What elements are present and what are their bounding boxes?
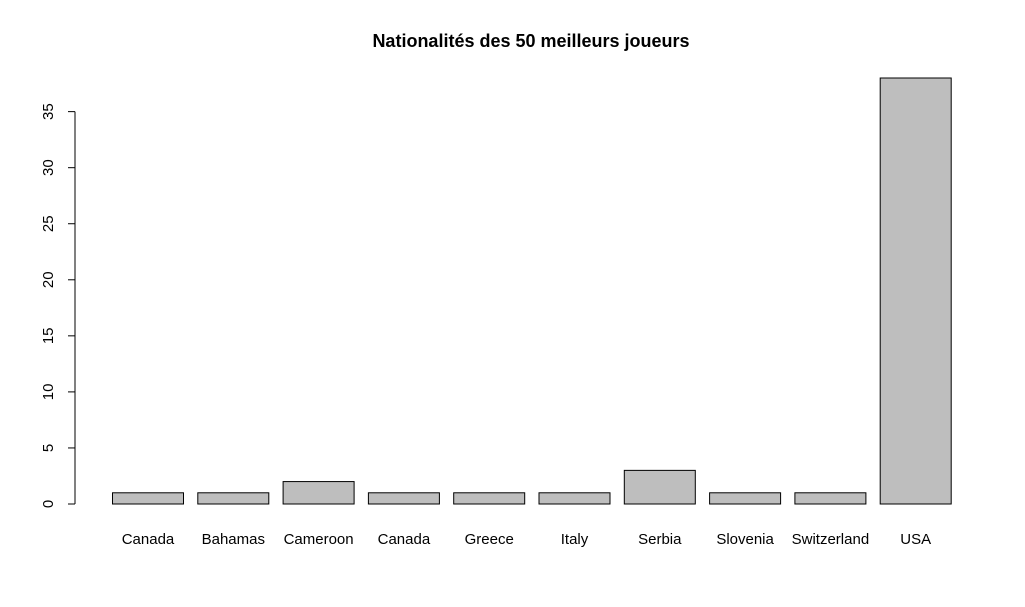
x-category-label: USA bbox=[900, 531, 931, 548]
bar-10 bbox=[879, 77, 952, 505]
y-tick-label: 30 bbox=[40, 159, 57, 176]
bar-8 bbox=[709, 492, 782, 505]
y-tick-label: 5 bbox=[40, 444, 57, 452]
y-tick-label: 25 bbox=[40, 215, 57, 232]
x-axis-labels: Canada Bahamas Cameroon Canada Greece Italy Se… bbox=[122, 531, 931, 548]
x-category-label: Italy bbox=[561, 531, 589, 548]
bar-3 bbox=[282, 481, 355, 505]
bar-5 bbox=[453, 492, 526, 505]
bar-2 bbox=[197, 492, 270, 505]
y-tick-label: 0 bbox=[40, 500, 57, 508]
y-tick-label: 20 bbox=[40, 271, 57, 288]
x-category-label: Canada bbox=[378, 531, 431, 548]
y-tick-label: 35 bbox=[40, 103, 57, 120]
bar-7 bbox=[623, 469, 696, 505]
chart-title: Nationalités des 50 meilleurs joueurs bbox=[372, 31, 689, 51]
x-category-label: Serbia bbox=[638, 531, 682, 548]
y-axis: 0 5 10 15 20 25 30 35 bbox=[40, 103, 76, 508]
x-category-label: Bahamas bbox=[202, 531, 265, 548]
y-tick-label: 15 bbox=[40, 327, 57, 344]
x-category-label: Slovenia bbox=[716, 531, 774, 548]
x-category-label: Switzerland bbox=[792, 531, 870, 548]
bar-9 bbox=[794, 492, 867, 505]
bar-4 bbox=[367, 492, 440, 505]
bar-1 bbox=[112, 492, 184, 505]
x-category-label: Cameroon bbox=[284, 531, 354, 548]
bars bbox=[112, 77, 952, 505]
bar-6 bbox=[538, 492, 611, 505]
y-tick-label: 10 bbox=[40, 384, 57, 401]
x-category-label: Canada bbox=[122, 531, 175, 548]
x-category-label: Greece bbox=[465, 531, 514, 548]
